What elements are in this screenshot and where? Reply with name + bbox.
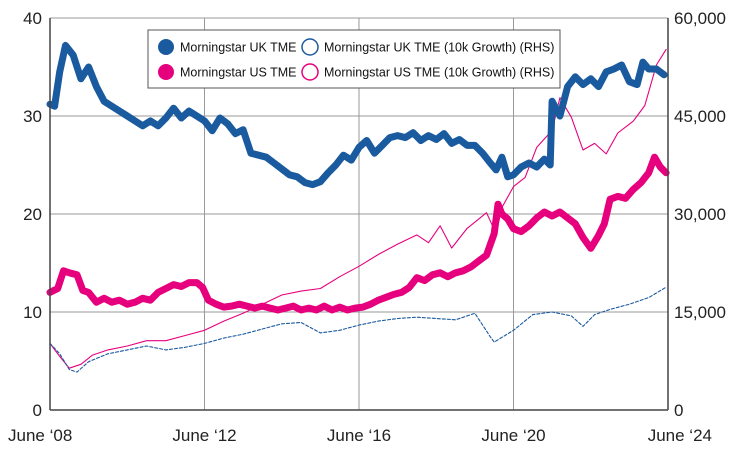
- series-lines: [46, 41, 670, 373]
- y-left-tick-label: 20: [23, 205, 42, 224]
- tick-labels: 0 10 20 30 40 0 15,000 30,000 45,000 60,000 June ‘…: [8, 9, 726, 445]
- x-tick-label: June ‘20: [481, 426, 545, 445]
- series-line: [46, 41, 668, 189]
- legend: Morningstar UK TME Morningstar UK TME (10…: [147, 29, 561, 89]
- y-left-tick-label: 40: [23, 9, 42, 28]
- y-left-tick-label: 30: [23, 107, 42, 126]
- x-tick-label: June ‘08: [8, 426, 72, 445]
- legend-marker: [158, 64, 174, 80]
- legend-label: Morningstar UK TME (10k Growth) (RHS): [324, 41, 554, 55]
- legend-label: Morningstar US TME (10k Growth) (RHS): [324, 66, 554, 80]
- series-line: [46, 153, 670, 314]
- x-tick-label: June ‘12: [172, 426, 236, 445]
- series-line: [49, 48, 667, 369]
- legend-label: Morningstar US TME: [180, 66, 296, 80]
- x-tick-label: June ‘24: [648, 426, 712, 445]
- y-right-tick-label: 15,000: [674, 303, 726, 322]
- y-left-tick-label: 0: [33, 401, 42, 420]
- x-tick-label: June ‘16: [327, 426, 391, 445]
- legend-label: Morningstar UK TME: [180, 41, 296, 55]
- legend-marker: [301, 38, 319, 56]
- y-right-tick-label: 45,000: [674, 107, 726, 126]
- legend-marker: [158, 39, 174, 55]
- legend-box: [147, 29, 561, 89]
- y-right-tick-label: 30,000: [674, 205, 726, 224]
- y-left-tick-label: 10: [23, 303, 42, 322]
- series-line: [49, 286, 667, 373]
- axes: [49, 18, 669, 411]
- y-right-tick-label: 60,000: [674, 9, 726, 28]
- legend-marker: [301, 63, 319, 81]
- y-right-tick-label: 0: [674, 401, 683, 420]
